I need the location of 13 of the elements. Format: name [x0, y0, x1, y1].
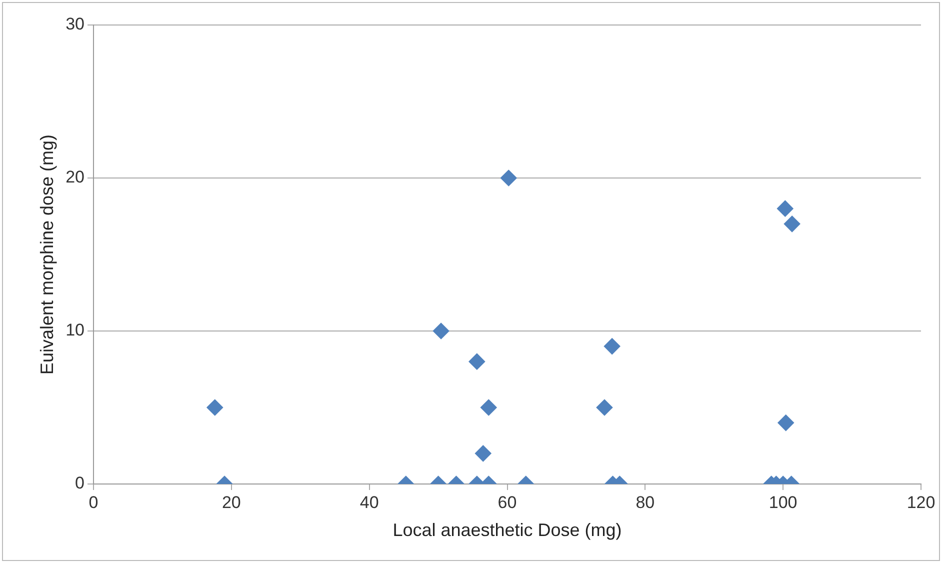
x-tick-label: 20 [222, 492, 241, 512]
y-tick-label: 30 [66, 14, 85, 34]
x-tick-label: 100 [768, 492, 798, 512]
x-tick-label: 0 [88, 492, 98, 512]
x-tick-label: 120 [906, 492, 936, 512]
y-tick-label: 20 [66, 168, 85, 187]
y-axis-title: Euivalent morphine dose (mg) [36, 134, 57, 375]
x-tick-label: 80 [636, 492, 655, 512]
x-axis-title: Local anaesthetic Dose (mg) [392, 520, 622, 540]
y-tick-label: 0 [75, 474, 85, 493]
x-tick-label: 60 [498, 492, 517, 512]
x-tick-label: 40 [360, 492, 379, 512]
y-tick-label: 10 [66, 320, 85, 340]
